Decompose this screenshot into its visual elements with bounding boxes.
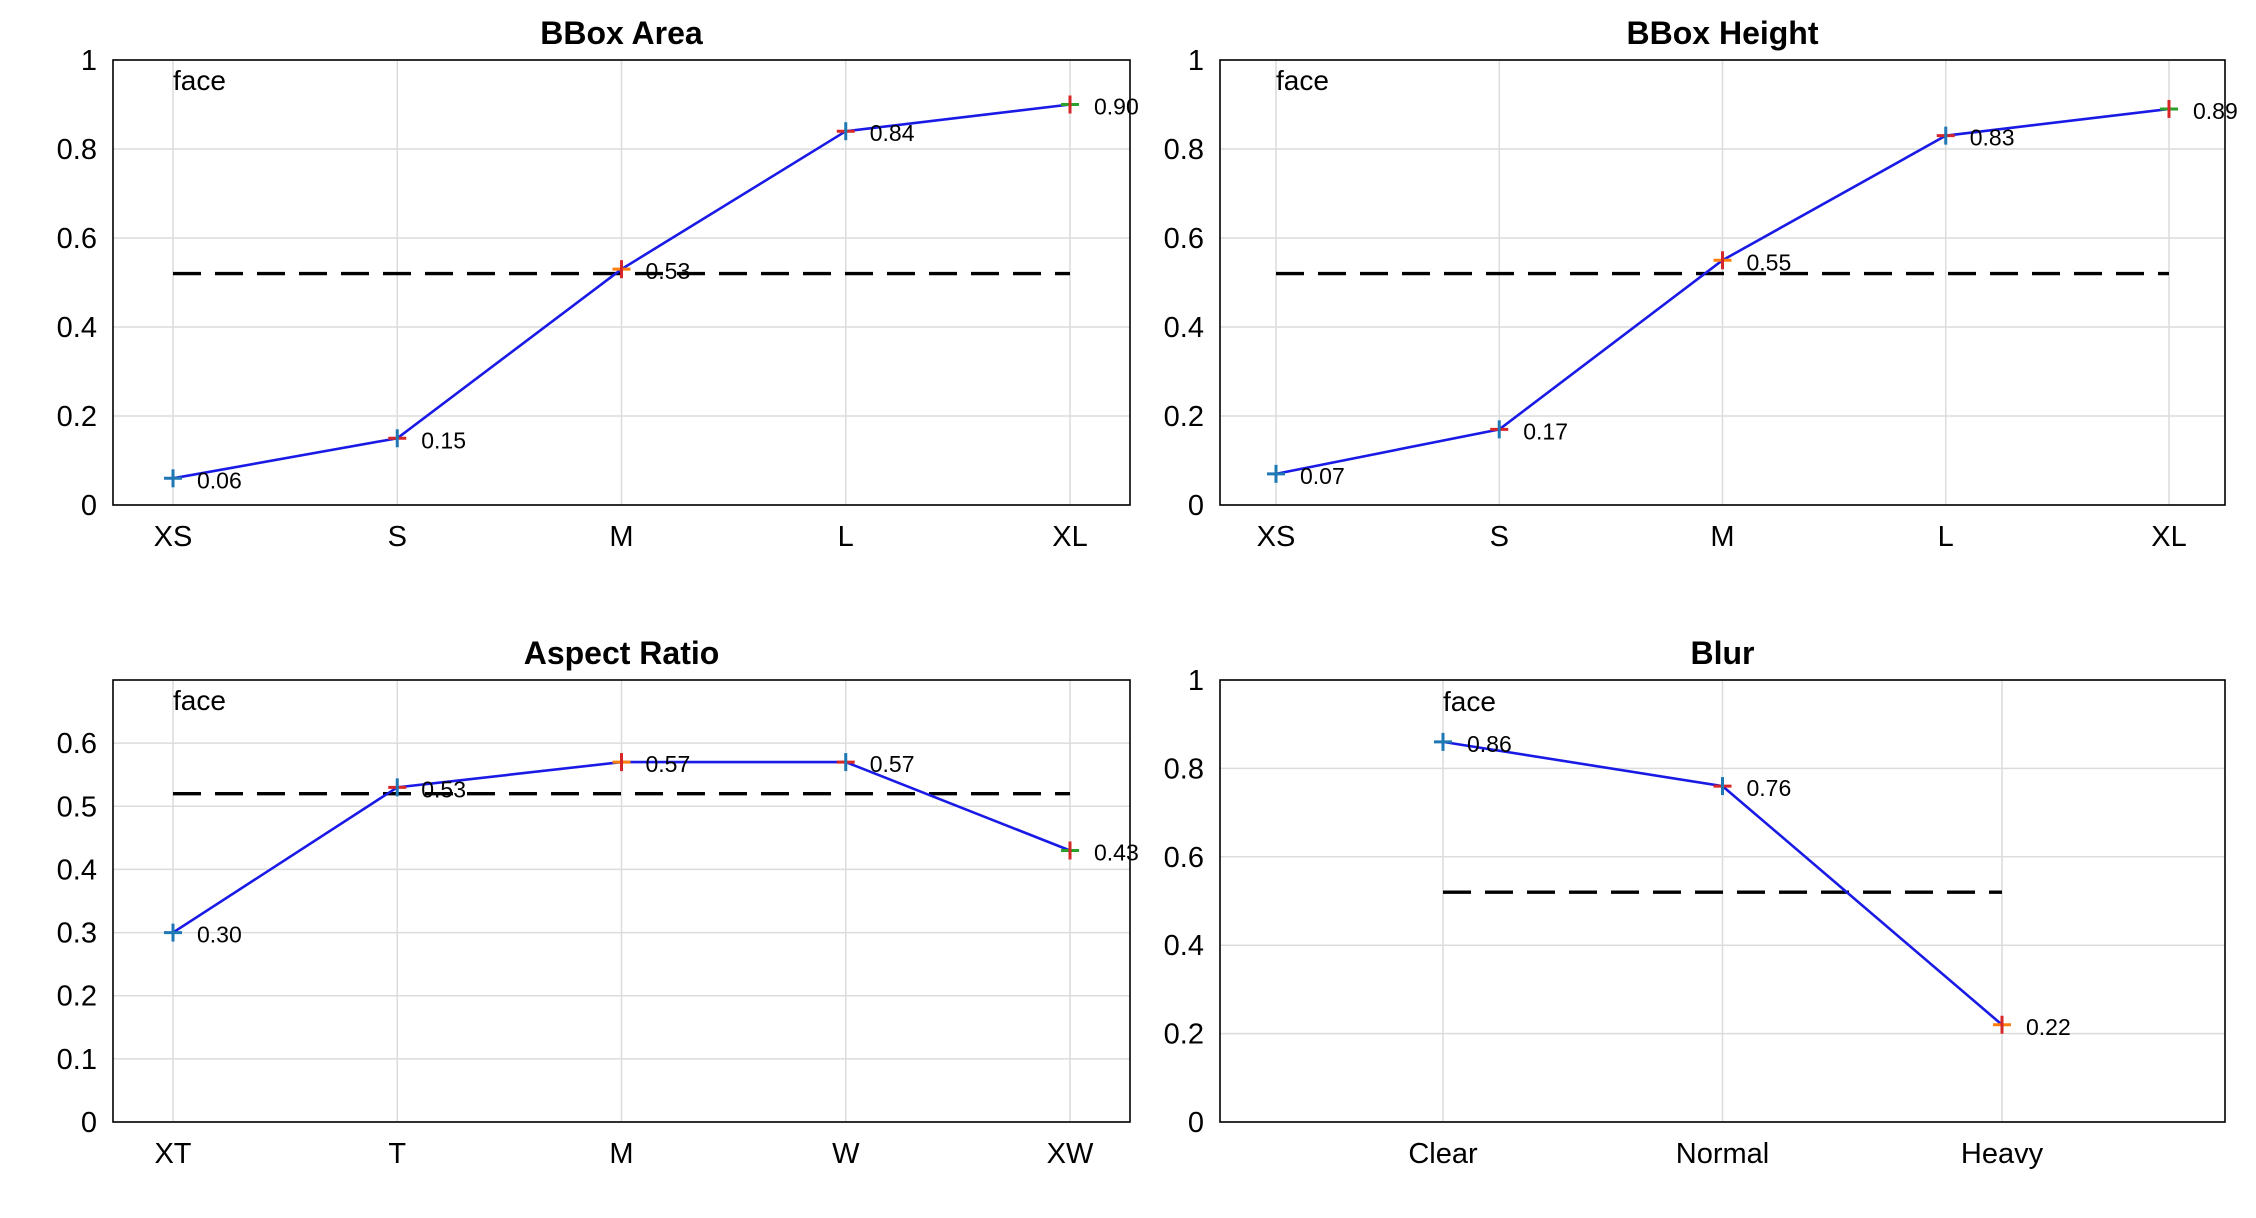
- data-point: [164, 469, 182, 488]
- data-label: 0.76: [1747, 775, 1792, 801]
- y-tick-label: 0.2: [1164, 1019, 1204, 1051]
- chart-panel-3: Aspect Ratio 0 0.1 0.2 0.3 0.4 0.5 0.6 XT T M W XW fa…: [57, 635, 1139, 1170]
- y-tick-label: 1: [1188, 665, 1204, 697]
- plot-frame: [1219, 679, 2226, 1123]
- data-label: 0.57: [870, 751, 915, 777]
- x-tick-label: XS: [154, 521, 193, 553]
- data-point: [836, 753, 855, 772]
- data-label: 0.86: [1467, 731, 1512, 757]
- y-tick-label: 1: [1188, 45, 1204, 77]
- y-tick-label: 0: [81, 1107, 97, 1139]
- x-tick-label: XW: [1047, 1138, 1094, 1170]
- data-label: 0.07: [1300, 463, 1345, 489]
- data-label: 0.43: [1094, 839, 1139, 865]
- x-tick-label: S: [388, 521, 407, 553]
- y-tick-label: 1: [81, 45, 97, 77]
- data-label: 0.30: [197, 922, 242, 948]
- x-tick-label: L: [1938, 521, 1954, 553]
- data-point: [1061, 95, 1079, 114]
- x-tick-label: T: [388, 1138, 406, 1170]
- data-point: [612, 260, 631, 279]
- data-label: 0.06: [197, 467, 242, 493]
- data-point: [1713, 251, 1732, 270]
- y-tick-label: 0.3: [57, 918, 97, 950]
- y-tick-label: 0.6: [57, 223, 97, 255]
- y-tick-label: 0.1: [57, 1044, 97, 1076]
- data-label: 0.15: [421, 427, 466, 453]
- data-point: [836, 122, 855, 141]
- series-annotation: face: [173, 65, 226, 96]
- plot-frame: [112, 679, 1131, 1123]
- data-point: [388, 778, 407, 797]
- data-point: [164, 923, 182, 942]
- data-point: [2160, 99, 2178, 118]
- x-tick-label: Heavy: [1961, 1138, 2044, 1170]
- y-tick-label: 0.4: [1164, 312, 1204, 344]
- y-tick-label: 0.6: [1164, 223, 1204, 255]
- x-tick-label: W: [832, 1138, 860, 1170]
- data-label: 0.57: [646, 751, 691, 777]
- chart-title: BBox Area: [540, 15, 703, 51]
- x-tick-label: XT: [154, 1138, 191, 1170]
- y-tick-label: 0: [81, 490, 97, 522]
- plot-frame: [112, 59, 1131, 506]
- chart-title: BBox Height: [1627, 15, 1819, 51]
- y-tick-label: 0.8: [1164, 134, 1204, 166]
- x-tick-label: XL: [2151, 521, 2186, 553]
- data-point: [1061, 841, 1079, 860]
- chart-title: Blur: [1691, 635, 1755, 671]
- x-tick-label: Normal: [1676, 1138, 1769, 1170]
- y-tick-label: 0.2: [1164, 401, 1204, 433]
- data-label: 0.55: [1747, 249, 1792, 275]
- x-tick-label: M: [1710, 521, 1734, 553]
- data-point: [612, 753, 631, 772]
- x-tick-label: L: [838, 521, 854, 553]
- series-annotation: face: [1276, 65, 1329, 96]
- y-tick-label: 0: [1188, 1107, 1204, 1139]
- chart-panel-2: BBox Height 0 0.2 0.4 0.6 0.8 1 XS S M L XL face 0.07…: [1164, 15, 2238, 553]
- data-point: [1713, 777, 1732, 796]
- data-label: 0.22: [2026, 1014, 2071, 1040]
- data-label: 0.17: [1523, 418, 1568, 444]
- data-point: [1936, 126, 1955, 145]
- x-tick-label: M: [609, 1138, 633, 1170]
- y-tick-label: 0.4: [57, 854, 97, 886]
- y-tick-label: 0.6: [1164, 842, 1204, 874]
- data-point: [388, 429, 407, 448]
- series-annotation: face: [173, 685, 226, 716]
- data-point: [1993, 1015, 2011, 1034]
- y-tick-label: 0.4: [1164, 930, 1204, 962]
- y-tick-label: 0.2: [57, 981, 97, 1013]
- x-tick-label: S: [1490, 521, 1509, 553]
- chart-panel-1: BBox Area 0 0.2 0.4 0.6 0.8 1 XS S M L XL face 0.06 0.…: [57, 15, 1139, 553]
- data-label: 0.90: [1094, 94, 1139, 120]
- data-point: [1434, 732, 1452, 751]
- data-label: 0.89: [2193, 98, 2238, 124]
- chart-panel-4: Blur 0 0.2 0.4 0.6 0.8 1 Clear Normal Heavy face 0.…: [1164, 635, 2226, 1170]
- x-tick-label: Clear: [1408, 1138, 1478, 1170]
- plot-frame: [1219, 59, 2226, 506]
- data-label: 0.53: [646, 258, 691, 284]
- data-label: 0.53: [421, 776, 466, 802]
- y-tick-label: 0.2: [57, 401, 97, 433]
- x-tick-label: XL: [1052, 521, 1087, 553]
- data-label: 0.84: [870, 120, 915, 146]
- y-tick-label: 0.6: [57, 728, 97, 760]
- data-label: 0.83: [1970, 125, 2015, 151]
- x-tick-label: XS: [1257, 521, 1296, 553]
- y-tick-label: 0.8: [1164, 753, 1204, 785]
- y-tick-label: 0.5: [57, 791, 97, 823]
- y-tick-label: 0.8: [57, 134, 97, 166]
- y-tick-label: 0: [1188, 490, 1204, 522]
- chart-title: Aspect Ratio: [524, 635, 720, 671]
- series-annotation: face: [1443, 686, 1496, 717]
- data-point: [1267, 464, 1285, 483]
- y-tick-label: 0.4: [57, 312, 97, 344]
- x-tick-label: M: [609, 521, 633, 553]
- data-point: [1490, 420, 1509, 439]
